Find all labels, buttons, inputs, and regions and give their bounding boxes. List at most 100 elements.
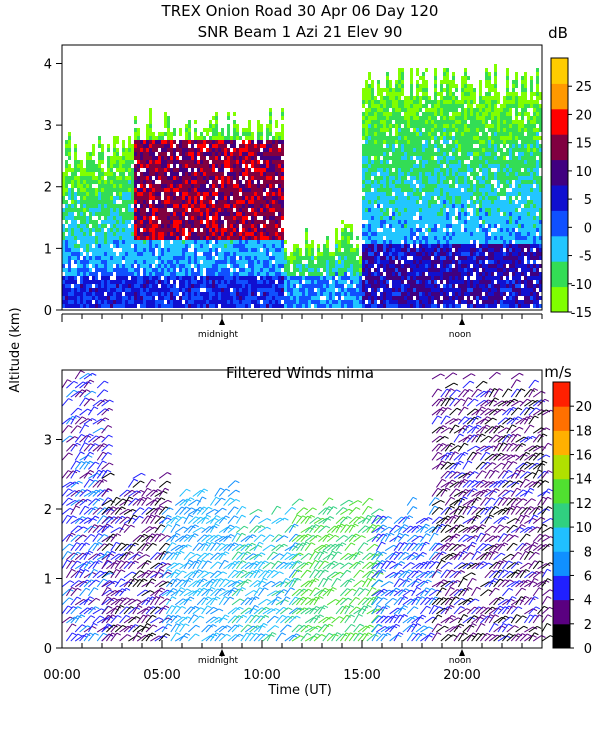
snr-cell [272, 244, 275, 248]
snr-cell [374, 248, 377, 252]
snr-cell [182, 160, 185, 164]
snr-cell [278, 140, 281, 144]
snr-cell [239, 144, 242, 148]
snr-cell [146, 256, 149, 260]
snr-cell [188, 276, 191, 280]
snr-cell [122, 256, 125, 260]
snr-cell [254, 244, 257, 248]
snr-cell [173, 148, 176, 152]
snr-cell [377, 200, 380, 204]
snr-cell [143, 264, 146, 268]
snr-cell [125, 280, 128, 284]
snr-cell [281, 264, 284, 268]
snr-cell [233, 188, 236, 192]
snr-cell [158, 160, 161, 164]
snr-cell [413, 120, 416, 124]
snr-cell [167, 156, 170, 160]
snr-cell [209, 164, 212, 168]
snr-cell [275, 168, 278, 172]
snr-cell [437, 220, 440, 224]
snr-cell [362, 136, 365, 140]
snr-cell [206, 176, 209, 180]
snr-cell [74, 208, 77, 212]
snr-cell [206, 200, 209, 204]
snr-cell [272, 144, 275, 148]
snr-cell [398, 288, 401, 292]
snr-cell [269, 120, 272, 124]
snr-cell [269, 268, 272, 272]
snr-cell [68, 304, 71, 308]
snr-cell [284, 264, 287, 268]
snr-cell [209, 120, 212, 124]
snr-cell [287, 284, 290, 288]
snr-cell [65, 276, 68, 280]
snr-cell [74, 240, 77, 244]
snr-cell [164, 292, 167, 296]
snr-cell [278, 196, 281, 200]
snr-cell [422, 184, 425, 188]
snr-cell [164, 164, 167, 168]
snr-cell [443, 184, 446, 188]
snr-cell [428, 120, 431, 124]
snr-cell [158, 292, 161, 296]
snr-cell [62, 260, 65, 264]
snr-cell [278, 148, 281, 152]
snr-cell [215, 272, 218, 276]
snr-cell [98, 240, 101, 244]
snr-cell [194, 244, 197, 248]
snr-cell [134, 224, 137, 228]
snr-cell [272, 204, 275, 208]
snr-cell [434, 136, 437, 140]
snr-cell [401, 196, 404, 200]
snr-cell [356, 300, 359, 304]
snr-cell [74, 288, 77, 292]
snr-cell [209, 140, 212, 144]
snr-cell [449, 256, 452, 260]
snr-cell [62, 216, 65, 220]
snr-cell [254, 168, 257, 172]
snr-cell [416, 148, 419, 152]
snr-cell [386, 72, 389, 76]
snr-cell [314, 272, 317, 276]
snr-cell [155, 160, 158, 164]
snr-cell [383, 244, 386, 248]
snr-cell [380, 248, 383, 252]
snr-cell [74, 152, 77, 156]
snr-cell [143, 252, 146, 256]
snr-cell [95, 284, 98, 288]
snr-cell [365, 92, 368, 96]
snr-cell [116, 288, 119, 292]
snr-cell [413, 112, 416, 116]
snr-cell [362, 196, 365, 200]
snr-cell [170, 260, 173, 264]
snr-cell [275, 244, 278, 248]
snr-cell [182, 260, 185, 264]
snr-cell [167, 296, 170, 300]
snr-cell [212, 244, 215, 248]
snr-cell [395, 120, 398, 124]
snr-cell [281, 296, 284, 300]
snr-cell [188, 224, 191, 228]
snr-cell [155, 232, 158, 236]
snr-cell [161, 188, 164, 192]
snr-cell [293, 252, 296, 256]
snr-cell [89, 292, 92, 296]
snr-cell [371, 304, 374, 308]
snr-cell [215, 112, 218, 116]
snr-cell [419, 88, 422, 92]
snr-cell [152, 132, 155, 136]
snr-cell [122, 200, 125, 204]
snr-cell [221, 140, 224, 144]
snr-cell [314, 296, 317, 300]
snr-cell [92, 276, 95, 280]
snr-cell [125, 176, 128, 180]
snr-cell [209, 192, 212, 196]
snr-cell [89, 220, 92, 224]
snr-cell [374, 252, 377, 256]
snr-cell [188, 304, 191, 308]
snr-cell [389, 176, 392, 180]
snr-cell [119, 220, 122, 224]
snr-cell [233, 144, 236, 148]
snr-cell [173, 280, 176, 284]
